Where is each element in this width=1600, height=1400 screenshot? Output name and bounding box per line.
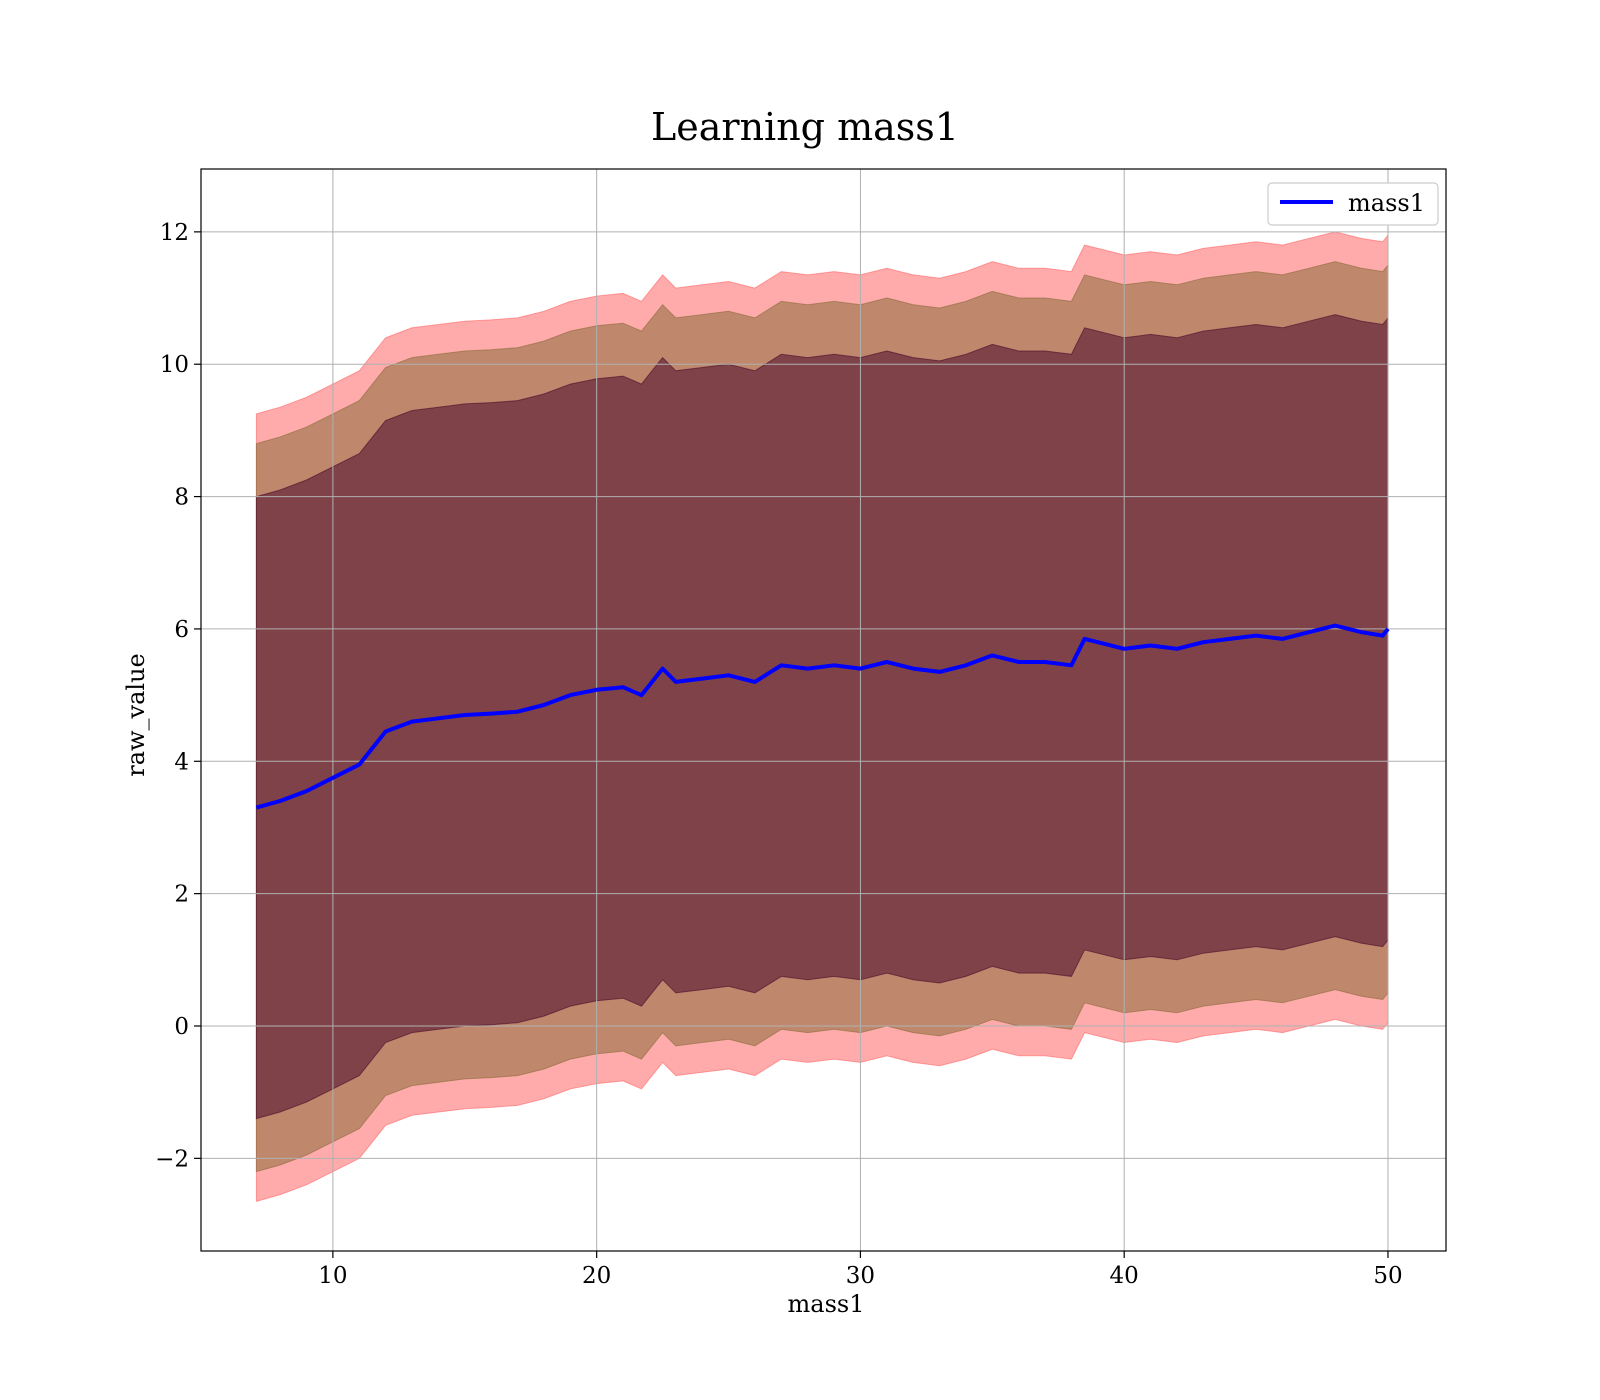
x-tick-label-40: 40 xyxy=(1110,1263,1139,1289)
legend-box xyxy=(1267,182,1439,226)
y-tick-label-12: 12 xyxy=(160,220,189,246)
x-tick-label-20: 20 xyxy=(582,1263,611,1289)
x-tick-label-10: 10 xyxy=(318,1263,347,1289)
y-axis-ticks: −2 0 2 4 6 8 10 12 xyxy=(155,220,201,1172)
series-line-mass1 xyxy=(255,623,1390,810)
x-axis-label: mass1 xyxy=(788,1290,865,1318)
x-tick-label-50: 50 xyxy=(1373,1263,1402,1289)
y-tick-label-4: 4 xyxy=(174,749,189,775)
legend-label-mass1: mass1 xyxy=(1348,189,1425,217)
y-tick-label-0: 0 xyxy=(174,1014,189,1040)
x-axis-ticks: 10 20 30 40 50 xyxy=(318,1251,1403,1289)
plot-area xyxy=(200,168,1447,1252)
grid-lines xyxy=(201,169,1446,1251)
chart-title: Learning mass1 xyxy=(651,105,959,149)
x-tick-label-30: 30 xyxy=(846,1263,875,1289)
uncertainty-bands xyxy=(255,231,1389,1203)
y-tick-label--2: −2 xyxy=(155,1146,189,1172)
y-tick-label-8: 8 xyxy=(174,485,189,511)
plot-frame xyxy=(200,168,1447,1252)
series-lines xyxy=(255,623,1390,810)
y-tick-label-2: 2 xyxy=(174,882,189,908)
y-tick-label-10: 10 xyxy=(160,352,189,378)
y-tick-label-6: 6 xyxy=(174,617,189,643)
legend: mass1 xyxy=(1267,182,1439,226)
y-axis-label: raw_value xyxy=(122,653,150,777)
